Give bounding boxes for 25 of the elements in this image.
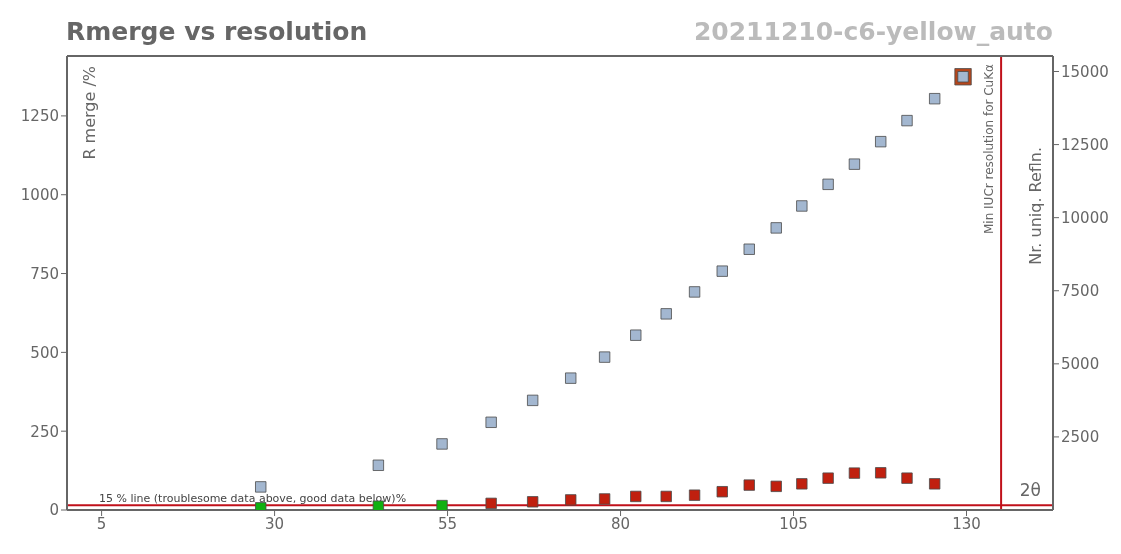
- y-tick-label: 1000: [20, 186, 59, 205]
- y2-tick-label: 10000: [1061, 208, 1109, 227]
- y-tick-label: 500: [30, 343, 59, 362]
- y-tick-label: 0: [49, 501, 59, 520]
- chart-title: Rmerge vs resolution: [66, 17, 368, 46]
- y2-tick-label: 15000: [1061, 62, 1109, 81]
- x-tick-label: 5: [96, 514, 107, 533]
- y2-tick-label: 2500: [1061, 428, 1100, 447]
- y-tick-label: 750: [30, 264, 59, 283]
- y2-tick-label: 5000: [1061, 355, 1100, 374]
- x-tick-label: 80: [611, 514, 631, 533]
- x-tick-label: 30: [265, 514, 285, 533]
- ref-line-label: Min IUCr resolution for CuKα: [982, 63, 997, 235]
- x-tick-label: 105: [779, 514, 808, 533]
- x-tick-label: 130: [952, 514, 981, 533]
- x-axis-title: 2θ: [1019, 480, 1041, 500]
- y2-tick-label: 7500: [1061, 282, 1100, 301]
- y2-tick-label: 12500: [1061, 135, 1109, 154]
- ref-line-label: 15 % line (troublesome data above, good data below)%: [99, 492, 407, 506]
- y-tick-label: 1250: [20, 107, 59, 126]
- x-tick-label: 55: [438, 514, 458, 533]
- y-axis-title: R merge /%: [80, 66, 99, 160]
- y-tick-label: 250: [30, 422, 59, 441]
- y2-axis-title: Nr. uniq. Refln.: [1026, 146, 1045, 265]
- chart-subtitle: 20211210-c6-yellow_auto: [693, 17, 1053, 46]
